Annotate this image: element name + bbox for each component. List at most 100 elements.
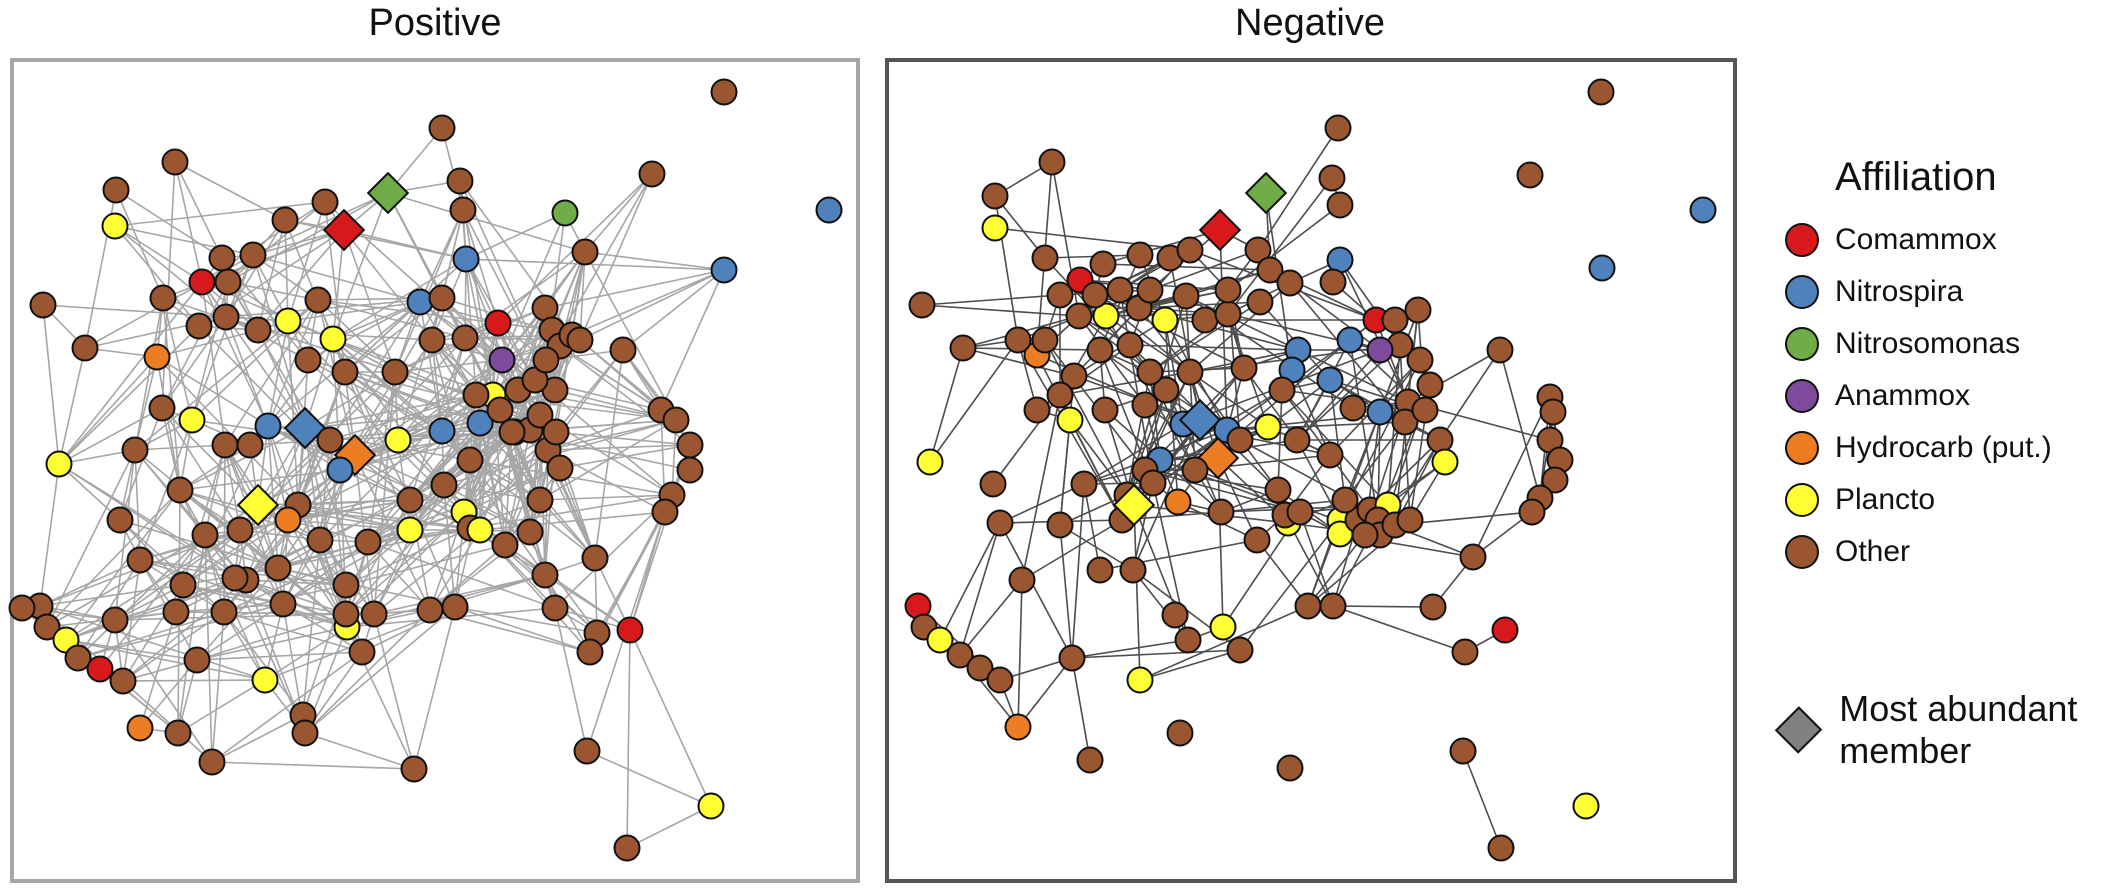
network-edge [413, 606, 456, 770]
negative-panel-title: Negative [1235, 2, 1385, 44]
network-node [29, 291, 57, 319]
network-edge [354, 359, 503, 456]
network-node [102, 176, 130, 204]
network-edge [211, 651, 363, 763]
network-edge [367, 371, 396, 543]
network-edge [343, 229, 433, 341]
network-node [208, 244, 236, 272]
network-node [1336, 326, 1364, 354]
network-edge [1132, 569, 1189, 641]
network-node [126, 714, 154, 742]
network-node [1276, 269, 1304, 297]
network-node [498, 418, 526, 446]
network-edge [122, 559, 141, 682]
network-node [1031, 326, 1059, 354]
network-edge [161, 316, 227, 409]
network-edge [1071, 483, 1085, 659]
network-edge [959, 522, 1001, 656]
network-edge [1217, 457, 1224, 628]
network-edge [504, 544, 598, 634]
network-edge [201, 281, 226, 446]
network-node [188, 268, 216, 296]
network-node [1207, 498, 1235, 526]
network-edge [1277, 389, 1283, 491]
network-edge [297, 504, 471, 529]
network-node [541, 594, 569, 622]
network-edge [1149, 371, 1161, 461]
network-edge [211, 714, 304, 763]
comammox-swatch-icon [1785, 223, 1819, 257]
network-node [1166, 719, 1194, 747]
network-edge [539, 494, 673, 501]
legend-title: Affiliation [1835, 155, 1997, 199]
legend-label: Other [1835, 535, 1911, 568]
network-node [183, 646, 211, 674]
network-node [1126, 241, 1154, 269]
network-node [516, 518, 544, 546]
network-edge [1291, 369, 1331, 456]
network-node [551, 199, 579, 227]
network-edge [554, 607, 588, 752]
network-node [532, 346, 560, 374]
network-node [271, 206, 299, 234]
network-node [456, 446, 484, 474]
network-node [1319, 268, 1347, 296]
network-edge [1071, 657, 1091, 761]
network-node [400, 755, 428, 783]
network-node [416, 596, 444, 624]
network-edge [211, 611, 225, 763]
network-edge [373, 613, 415, 770]
network-edge [939, 522, 1001, 641]
network-edge [1126, 389, 1167, 496]
network-edge [539, 334, 573, 501]
network-edge [501, 212, 566, 361]
network-edge [58, 463, 121, 521]
network-node [966, 654, 994, 682]
network-edge [579, 173, 653, 341]
network-node [571, 238, 599, 266]
network-node [348, 638, 376, 666]
network-edge [58, 407, 163, 465]
network-node [1046, 381, 1074, 409]
network-edge [225, 316, 299, 506]
network-edge [373, 371, 396, 615]
network-node [162, 598, 190, 626]
network-edge [345, 511, 465, 615]
network-edges [21, 127, 725, 849]
network-edge [223, 611, 363, 653]
network-edge [287, 519, 411, 531]
network-node [274, 506, 302, 534]
network-node [1161, 601, 1189, 629]
legend-item-nitrospira: Nitrospira [1765, 266, 2100, 318]
network-node [1091, 396, 1119, 424]
network-edge [329, 394, 477, 441]
network-node [1689, 196, 1717, 224]
diamond-icon [1774, 706, 1823, 754]
legend-item-comammox: Comammox [1765, 214, 2100, 266]
network-node [1572, 792, 1600, 820]
network-edge [959, 579, 1023, 656]
network-node [566, 326, 594, 354]
network-node [1316, 366, 1344, 394]
network-edge [999, 483, 1085, 524]
network-edge [1149, 249, 1259, 291]
network-node [45, 450, 73, 478]
network-node [651, 498, 679, 526]
network-node [428, 417, 456, 445]
network-edge [409, 499, 456, 608]
network-node [1243, 526, 1271, 554]
network-edge [1144, 469, 1279, 491]
network-edge [161, 281, 229, 409]
network-edge [227, 201, 326, 283]
network-edge [1499, 349, 1541, 499]
network-edge [257, 329, 306, 429]
network-edge [65, 579, 247, 641]
network-edge [1078, 315, 1146, 406]
network-node [1089, 250, 1117, 278]
network-edge [58, 356, 158, 465]
network-edge [65, 577, 236, 641]
network-node [326, 456, 354, 484]
network-node [1339, 394, 1367, 422]
network-node [1151, 306, 1179, 334]
network-node [452, 245, 480, 273]
